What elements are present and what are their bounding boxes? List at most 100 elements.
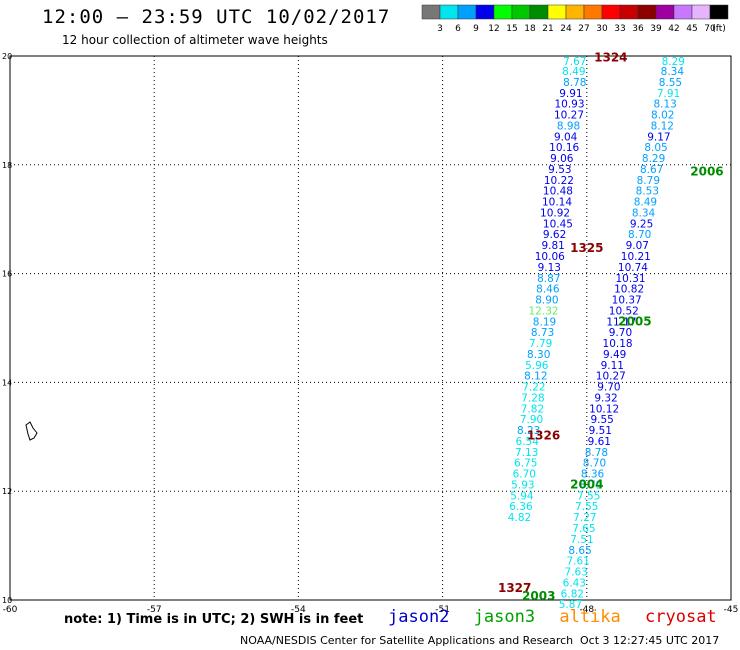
chart-subtitle: 12 hour collection of altimeter wave hei… (62, 33, 328, 47)
wave-height-point: 7.90 (520, 414, 543, 426)
wave-height-point: 7.51 (570, 534, 593, 546)
wave-height-point: 6.54 (516, 436, 540, 448)
wave-height-point: 8.70 (628, 229, 651, 241)
wave-height-point: 10.14 (542, 197, 572, 209)
footer-credit: NOAA/NESDIS Center for Satellite Applica… (240, 634, 574, 647)
wave-height-point: 9.13 (538, 262, 561, 274)
wave-height-point: 9.55 (590, 414, 613, 426)
wave-height-point: 9.32 (594, 392, 617, 404)
colorbar-label: 9 (473, 24, 479, 34)
wave-height-point: 10.22 (544, 175, 574, 187)
wave-height-point: 7.65 (572, 523, 595, 535)
wave-height-point: 8.19 (533, 316, 556, 328)
wave-height-point: 8.79 (579, 479, 602, 491)
wave-height-point: 9.49 (603, 349, 626, 361)
wave-height-point: 9.61 (588, 436, 611, 448)
y-tick-label: 16 (2, 270, 12, 279)
colorbar-label: 30 (596, 24, 608, 34)
wave-height-point: 10.12 (589, 403, 619, 415)
wave-height-point: 6.82 (561, 588, 584, 600)
colorbar-label: 18 (524, 24, 536, 34)
track-annotation: 2005 (618, 314, 651, 328)
wave-height-point: 8.29 (642, 153, 665, 165)
wave-height-point: 10.27 (596, 371, 626, 383)
wave-height-point: 8.78 (585, 447, 608, 459)
wave-height-point: 10.82 (614, 284, 644, 296)
wave-height-point: 10.92 (540, 207, 570, 219)
x-tick-label: -45 (724, 605, 739, 615)
wave-height-point: 8.78 (563, 77, 586, 89)
x-tick-label: -51 (435, 605, 450, 615)
wave-height-point: 10.93 (554, 99, 584, 111)
wave-height-point: 7.55 (577, 490, 600, 502)
legend-altika: altika (559, 607, 621, 627)
wave-height-point: 6.43 (563, 577, 586, 589)
wave-height-point: 9.53 (548, 164, 571, 176)
colorbar-label: 33 (614, 24, 625, 34)
plot-frame (9, 55, 732, 601)
track-annotation: 2006 (690, 165, 723, 179)
track-annotation: 1324 (594, 50, 627, 64)
track-annotation: 2003 (522, 589, 555, 603)
wave-height-point: 8.87 (537, 273, 560, 285)
wave-height-point: 8.30 (527, 349, 550, 361)
wave-height-point: 9.11 (601, 360, 624, 372)
wave-height-point: 5.96 (525, 360, 549, 372)
wave-height-point: 8.79 (637, 175, 660, 187)
x-tick-label: -54 (291, 605, 306, 615)
wave-height-point: 7.63 (565, 567, 588, 579)
wave-height-point: 8.02 (651, 110, 674, 122)
colorbar-label: 39 (650, 24, 662, 34)
wave-height-point: 8.70 (583, 458, 606, 470)
wave-height-point: 9.25 (630, 218, 653, 230)
wave-height-point: 7.13 (515, 447, 538, 459)
wave-height-point: 9.62 (543, 229, 566, 241)
wave-height-point: 6.75 (514, 458, 537, 470)
wave-height-point: 6.70 (513, 469, 536, 481)
wave-height-point: 7.55 (575, 501, 598, 513)
y-tick-label: 10 (2, 596, 12, 605)
color-scale-bar: 3 6 9 12 15 18 21 24 27 30 33 36 39 42 45 70(ft) (421, 4, 729, 34)
wave-height-point: 8.29 (662, 56, 685, 68)
wave-height-point: 8.34 (661, 66, 685, 78)
colorbar-label: 24 (560, 24, 572, 34)
track-annotation: 2004 (570, 477, 603, 491)
wave-height-point: 8.05 (644, 142, 667, 154)
track-annotation: 1326 (527, 429, 560, 443)
wave-height-point: 8.73 (531, 327, 554, 339)
colorbar-label: 6 (455, 24, 461, 34)
y-tick-label: 20 (2, 52, 12, 61)
wave-height-point: 8.49 (634, 197, 657, 209)
wave-height-point: 5.87 (559, 599, 582, 611)
wave-height-point: 8.90 (535, 295, 558, 307)
colorbar-swatch (709, 4, 729, 20)
wave-height-point: 11.17 (606, 316, 636, 328)
wave-height-point: 5.93 (511, 479, 534, 491)
wave-height-point: 9.17 (647, 131, 670, 143)
wave-height-point: 12.32 (529, 305, 559, 317)
wave-height-point: 10.48 (543, 186, 573, 198)
colorbar-label: 27 (578, 24, 589, 34)
wave-height-point: 8.55 (659, 77, 682, 89)
legend-cryosat: cryosat (645, 607, 717, 627)
track-annotation: 1327 (498, 581, 531, 595)
satellite-legend: jason2 jason3 altika cryosat s3a (388, 607, 740, 627)
legend-jason2: jason2 (388, 607, 450, 627)
colorbar-label: 15 (506, 24, 517, 34)
wave-height-point: 9.04 (554, 131, 578, 143)
wave-height-point: 10.21 (621, 251, 651, 263)
colorbar-label: 12 (488, 24, 499, 34)
wave-height-point: 4.82 (508, 512, 531, 524)
colorbar-label: 70 (704, 24, 716, 34)
wave-height-point: 8.36 (581, 469, 605, 481)
wave-height-point: 6.36 (509, 501, 533, 513)
chart-note: note: 1) Time is in UTC; 2) SWH is in fe… (64, 612, 364, 627)
y-tick-label: 18 (2, 161, 12, 170)
colorbar-label: 21 (542, 24, 553, 34)
wave-height-point: 8.53 (636, 186, 659, 198)
wave-height-point: 10.37 (612, 295, 642, 307)
wave-height-point: 7.22 (522, 382, 545, 394)
wave-height-point: 8.98 (557, 120, 580, 132)
y-tick-label: 14 (2, 378, 12, 387)
